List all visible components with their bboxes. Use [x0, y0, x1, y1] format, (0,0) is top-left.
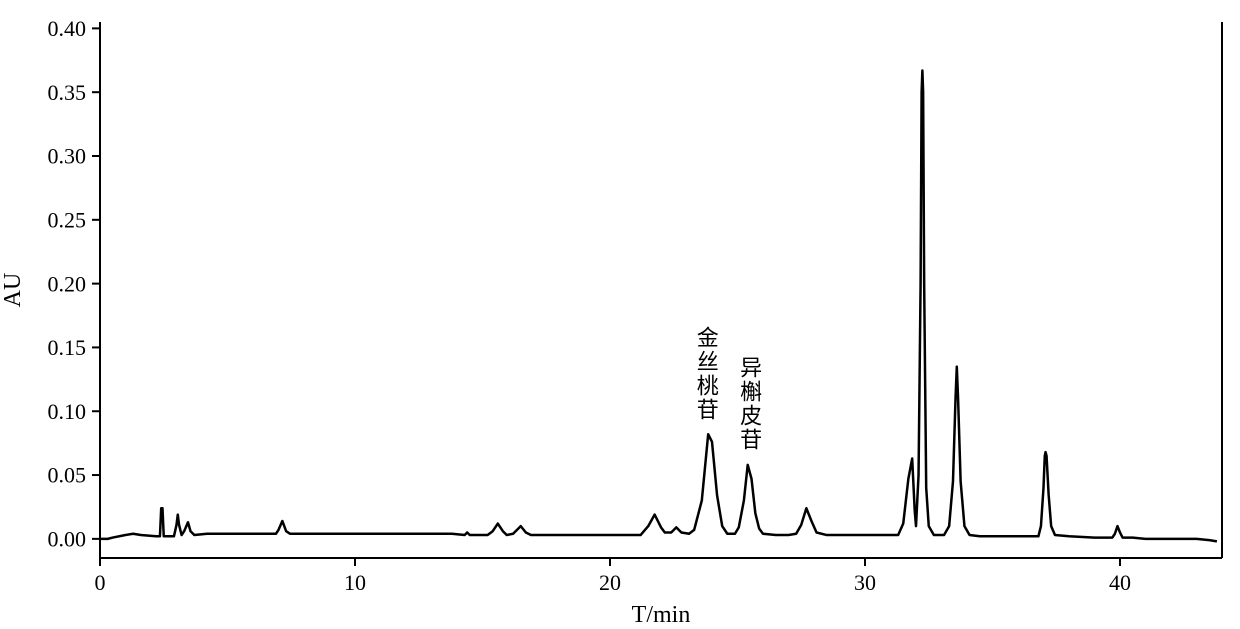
- x-tick-label: 0: [95, 570, 106, 595]
- x-tick-label: 10: [344, 570, 366, 595]
- x-tick-label: 40: [1109, 570, 1131, 595]
- y-tick-label: 0.25: [48, 208, 87, 233]
- y-tick-label: 0.20: [48, 271, 87, 296]
- chromatogram-trace: [100, 71, 1217, 542]
- y-tick-label: 0.30: [48, 144, 87, 169]
- peak-annotation-1: 异槲皮苷: [733, 356, 765, 452]
- x-tick-label: 30: [854, 570, 876, 595]
- y-tick-label: 0.40: [48, 16, 87, 41]
- y-tick-label: 0.15: [48, 335, 87, 360]
- x-tick-label: 20: [599, 570, 621, 595]
- chromatogram-chart: 0 10 20 30 40 T/min 0.00 0.05 0.10 0.15 0.20 0.25 0.…: [0, 0, 1240, 629]
- peak-annotation-0: 金丝桃苷: [690, 326, 722, 422]
- y-tick-label: 0.35: [48, 80, 87, 105]
- y-tick-label: 0.10: [48, 399, 87, 424]
- y-tick-label: 0.00: [48, 527, 87, 552]
- y-axis-label: AU: [0, 273, 26, 308]
- y-tick-label: 0.05: [48, 463, 87, 488]
- x-axis-label: T/min: [632, 602, 691, 628]
